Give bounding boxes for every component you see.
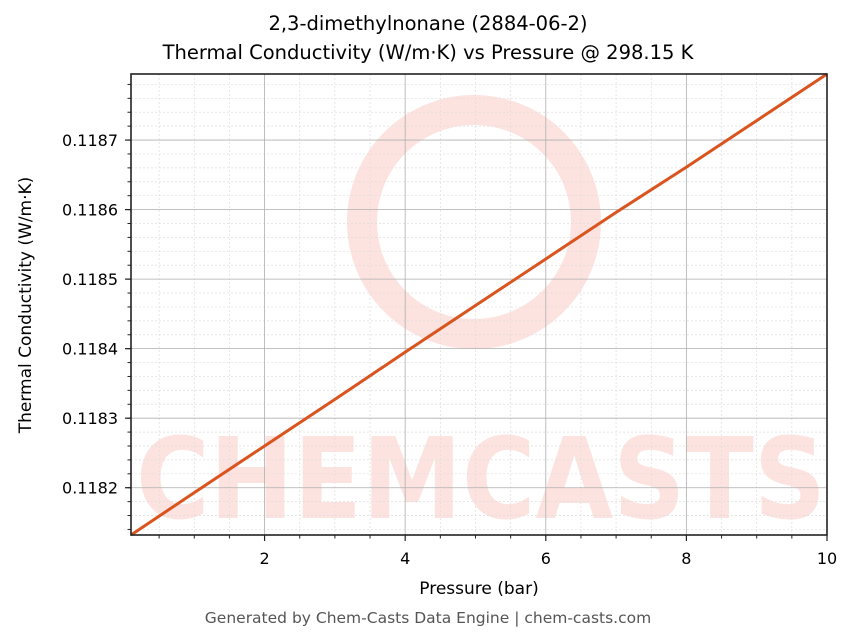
y-tick-label: 0.1183	[62, 409, 118, 428]
chemcasts-watermark: CHEMCASTS	[136, 95, 826, 545]
y-axis: 0.1182 0.1183 0.1184 0.1185 0.1186 0.1187	[62, 83, 131, 530]
x-tick-label: 4	[400, 549, 410, 568]
chart-title: 2,3-dimethylnonane (2884-06-2)	[268, 12, 588, 35]
footer-credit: Generated by Chem-Casts Data Engine | ch…	[204, 609, 652, 627]
major-grid	[131, 74, 828, 535]
plot-frame	[130, 73, 828, 536]
x-tick-label: 6	[541, 549, 551, 568]
x-tick-label: 8	[681, 549, 691, 568]
x-axis-label: Pressure (bar)	[419, 579, 538, 599]
y-tick-label: 0.1186	[62, 201, 118, 220]
x-axis: 2 4 6 8 10	[158, 535, 837, 568]
x-tick-label: 10	[817, 549, 837, 568]
y-tick-label: 0.1187	[62, 131, 118, 150]
y-tick-label: 0.1185	[62, 270, 118, 289]
svg-text:CHEMCASTS: CHEMCASTS	[136, 415, 826, 545]
y-tick-label: 0.1184	[62, 340, 118, 359]
data-series-line	[130, 72, 828, 537]
y-tick-label: 0.1182	[62, 479, 118, 498]
y-axis-label: Thermal Conductivity (W/m·K)	[16, 177, 36, 435]
x-tick-label: 2	[259, 549, 269, 568]
chart-subtitle: Thermal Conductivity (W/m·K) vs Pressure…	[162, 41, 694, 64]
